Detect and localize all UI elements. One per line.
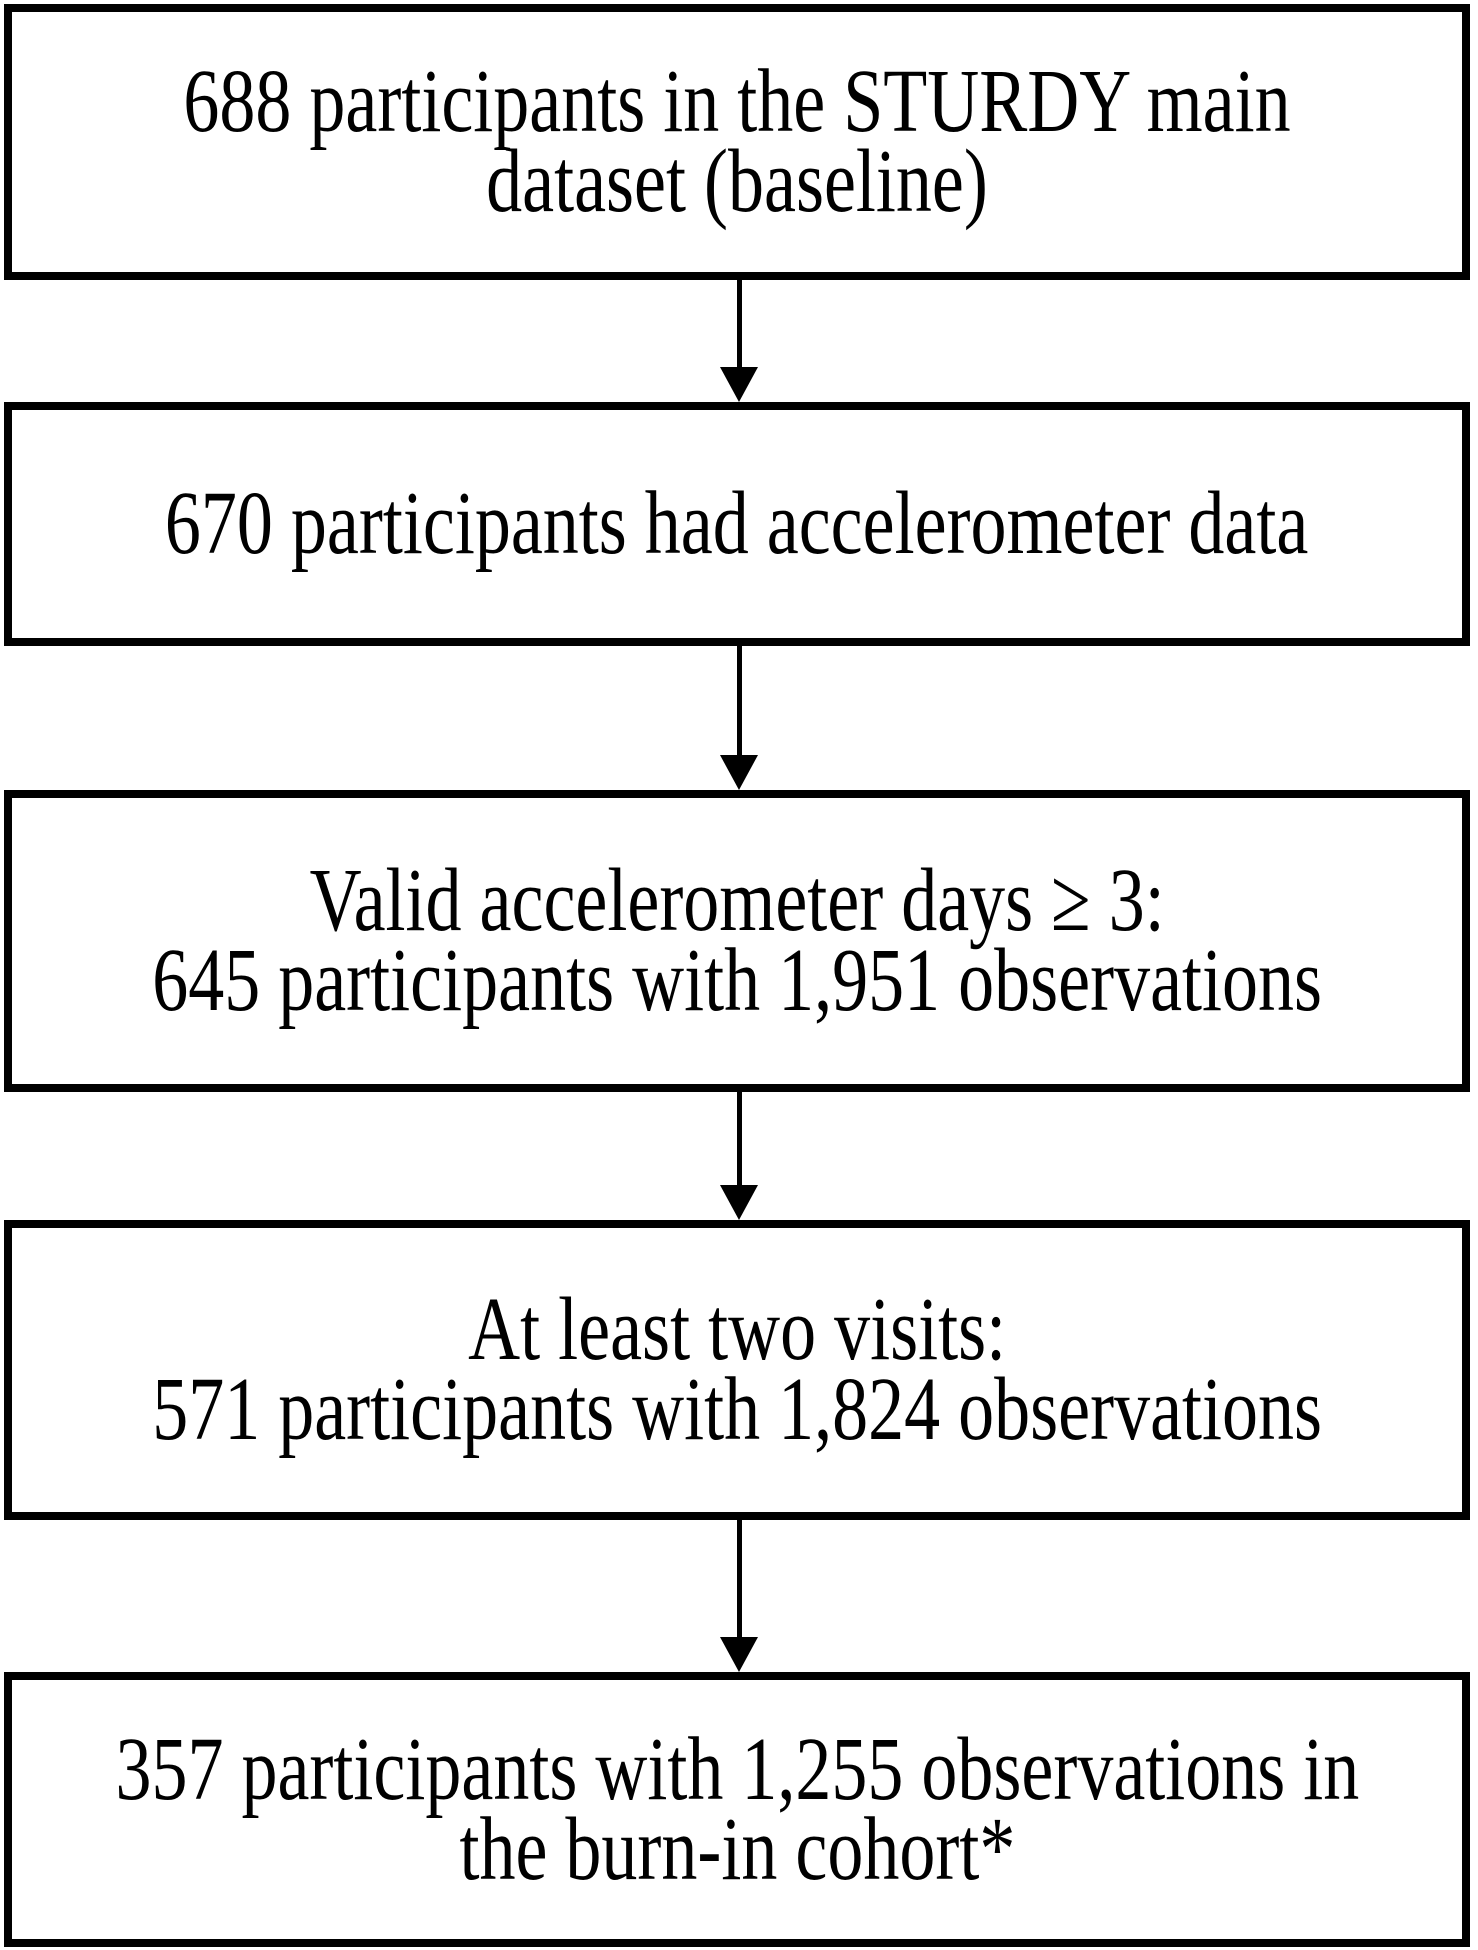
arrow-head-icon bbox=[720, 367, 758, 402]
flow-box-5-line-1: 357 participants with 1,255 observations… bbox=[115, 1719, 1359, 1819]
flow-box-1: 688 participants in the STURDY main data… bbox=[4, 4, 1470, 280]
arrow-head-icon bbox=[720, 1637, 758, 1672]
flow-arrow-2 bbox=[0, 646, 1478, 790]
flow-box-4-text: At least two visits: 571 participants wi… bbox=[152, 1280, 1322, 1459]
flow-box-3-line-1: Valid accelerometer days ≥ 3: bbox=[309, 851, 1165, 950]
arrow-head-icon bbox=[720, 1185, 758, 1220]
flow-box-1-line-2: dataset (baseline) bbox=[486, 132, 988, 231]
flow-arrow-1 bbox=[0, 280, 1478, 402]
flow-box-1-text: 688 participants in the STURDY main data… bbox=[183, 52, 1291, 231]
flow-box-2-line-1: 670 participants had accelerometer data bbox=[165, 474, 1309, 573]
flow-box-3-text: Valid accelerometer days ≥ 3: 645 partic… bbox=[152, 851, 1322, 1030]
flow-box-1-line-1: 688 participants in the STURDY main bbox=[183, 52, 1291, 151]
arrow-shaft bbox=[736, 1092, 742, 1185]
arrow-shaft bbox=[736, 280, 742, 367]
flow-box-4-line-2: 571 participants with 1,824 observations bbox=[152, 1360, 1322, 1459]
flow-box-3-line-2: 645 participants with 1,951 observations bbox=[152, 931, 1322, 1030]
arrow-shaft bbox=[736, 646, 742, 755]
arrow-shaft bbox=[736, 1520, 742, 1637]
flow-arrow-4 bbox=[0, 1520, 1478, 1672]
arrow-head-icon bbox=[720, 755, 758, 790]
flow-arrow-3 bbox=[0, 1092, 1478, 1220]
flow-box-2: 670 participants had accelerometer data bbox=[4, 402, 1470, 646]
flow-box-5-text: 357 participants with 1,255 observations… bbox=[115, 1719, 1359, 1899]
flow-box-2-text: 670 participants had accelerometer data bbox=[165, 474, 1309, 573]
flow-box-5-line-2: the burn-in cohort* bbox=[459, 1799, 1015, 1899]
flow-box-4-line-1: At least two visits: bbox=[467, 1280, 1006, 1379]
flow-box-5: 357 participants with 1,255 observations… bbox=[4, 1672, 1470, 1947]
flow-box-3: Valid accelerometer days ≥ 3: 645 partic… bbox=[4, 790, 1470, 1092]
flow-box-4: At least two visits: 571 participants wi… bbox=[4, 1220, 1470, 1520]
